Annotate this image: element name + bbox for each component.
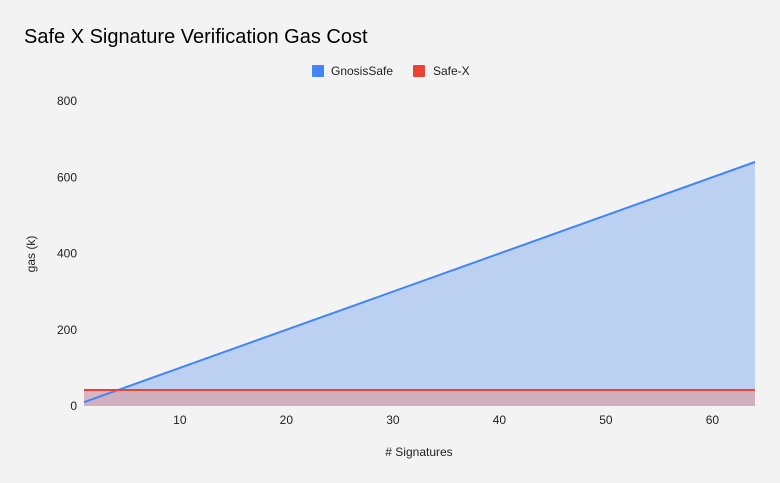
- area-safe-x: [84, 389, 755, 406]
- legend-swatch-gnosissafe: [312, 65, 324, 77]
- y-axis-ticks: 0 200 400 600 800: [57, 94, 77, 413]
- y-tick-label: 0: [70, 399, 77, 413]
- legend-label-safe-x: Safe-X: [433, 64, 470, 78]
- y-tick-label: 200: [57, 323, 77, 337]
- x-tick-label: 20: [280, 413, 294, 427]
- x-tick-label: 60: [706, 413, 720, 427]
- legend-label-gnosissafe: GnosisSafe: [331, 64, 393, 78]
- x-tick-label: 10: [173, 413, 187, 427]
- x-tick-label: 30: [386, 413, 400, 427]
- line-gnosissafe: [83, 161, 756, 404]
- x-tick-label: 40: [493, 413, 507, 427]
- y-tick-label: 800: [57, 94, 77, 108]
- x-tick-label: 50: [599, 413, 613, 427]
- legend: GnosisSafe Safe-X: [312, 64, 470, 78]
- y-tick-label: 400: [57, 247, 77, 261]
- x-axis-ticks: 10 20 30 40 50 60: [173, 413, 719, 427]
- x-axis-label: # Signatures: [385, 445, 452, 459]
- chart-title: Safe X Signature Verification Gas Cost: [24, 26, 368, 48]
- legend-swatch-safe-x: [413, 65, 425, 77]
- y-tick-label: 600: [57, 170, 77, 184]
- y-axis-label: gas (k): [24, 236, 38, 273]
- plot-area: [83, 161, 756, 406]
